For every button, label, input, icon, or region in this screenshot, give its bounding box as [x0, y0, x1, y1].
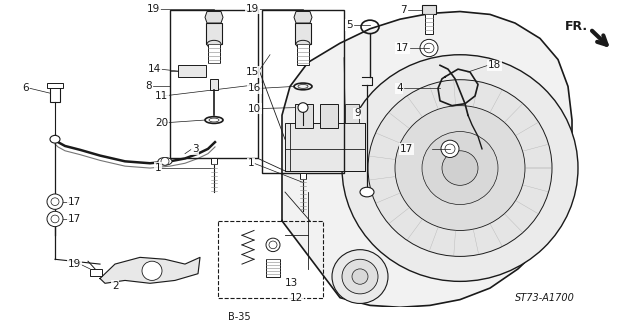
Text: 17: 17: [68, 214, 81, 224]
Bar: [320, 104, 338, 128]
Bar: [170, 10, 258, 158]
Ellipse shape: [296, 40, 310, 48]
Polygon shape: [294, 12, 312, 23]
Circle shape: [51, 198, 59, 205]
Circle shape: [445, 144, 455, 154]
Bar: [285, 123, 365, 171]
Ellipse shape: [207, 40, 221, 48]
Circle shape: [395, 106, 525, 230]
Text: 19: 19: [147, 4, 160, 14]
Circle shape: [51, 215, 59, 223]
Bar: [422, 5, 436, 14]
Text: 1: 1: [248, 158, 255, 168]
Text: 7: 7: [400, 4, 406, 15]
Circle shape: [342, 259, 378, 294]
Bar: [345, 104, 359, 123]
Polygon shape: [100, 257, 200, 283]
Circle shape: [441, 140, 459, 157]
Text: FR.: FR.: [565, 20, 588, 33]
Circle shape: [47, 211, 63, 227]
Text: B-35: B-35: [228, 312, 251, 320]
Text: 4: 4: [396, 83, 403, 93]
Circle shape: [420, 39, 438, 57]
Circle shape: [298, 103, 308, 112]
Circle shape: [332, 250, 388, 303]
Text: 13: 13: [285, 278, 298, 288]
Circle shape: [47, 194, 63, 209]
Circle shape: [269, 241, 277, 249]
Text: ST73-A1700: ST73-A1700: [515, 293, 575, 303]
Bar: [300, 173, 306, 179]
Text: 16: 16: [248, 83, 261, 93]
Bar: [425, 14, 433, 34]
Polygon shape: [205, 12, 223, 23]
Bar: [210, 79, 218, 90]
Bar: [295, 23, 311, 44]
Text: 6: 6: [22, 83, 29, 93]
Circle shape: [342, 55, 578, 281]
Bar: [206, 23, 222, 44]
Circle shape: [352, 269, 368, 284]
Text: 5: 5: [346, 20, 353, 30]
Bar: [211, 158, 217, 164]
Bar: [262, 10, 344, 173]
Circle shape: [442, 151, 478, 185]
Ellipse shape: [360, 187, 374, 197]
Text: 20: 20: [155, 118, 168, 128]
Bar: [218, 221, 323, 298]
Text: 11: 11: [155, 91, 168, 101]
Bar: [50, 86, 60, 102]
Text: 1: 1: [155, 163, 161, 173]
Bar: [178, 65, 206, 77]
Text: 18: 18: [488, 60, 501, 70]
Circle shape: [368, 80, 552, 256]
Text: 8: 8: [145, 81, 152, 92]
Text: 17: 17: [396, 43, 409, 53]
Circle shape: [424, 43, 434, 53]
Text: 19: 19: [246, 4, 259, 14]
Text: 9: 9: [354, 108, 360, 118]
Bar: [295, 104, 313, 128]
Bar: [90, 269, 102, 276]
Text: 2: 2: [112, 281, 119, 291]
Text: 14: 14: [148, 64, 161, 74]
Bar: [297, 44, 309, 65]
Text: 10: 10: [248, 103, 261, 114]
Bar: [47, 83, 63, 88]
Bar: [208, 44, 220, 63]
Text: 12: 12: [290, 293, 303, 303]
Ellipse shape: [50, 135, 60, 143]
Bar: [266, 259, 280, 276]
Circle shape: [161, 157, 169, 165]
Text: 3: 3: [192, 144, 198, 154]
Text: 15: 15: [246, 67, 259, 77]
Text: 17: 17: [400, 144, 413, 154]
Circle shape: [142, 261, 162, 280]
Polygon shape: [282, 12, 572, 307]
Ellipse shape: [158, 157, 172, 165]
Circle shape: [422, 132, 498, 204]
Circle shape: [266, 238, 280, 252]
Text: 19: 19: [68, 259, 81, 269]
Text: 17: 17: [68, 197, 81, 207]
